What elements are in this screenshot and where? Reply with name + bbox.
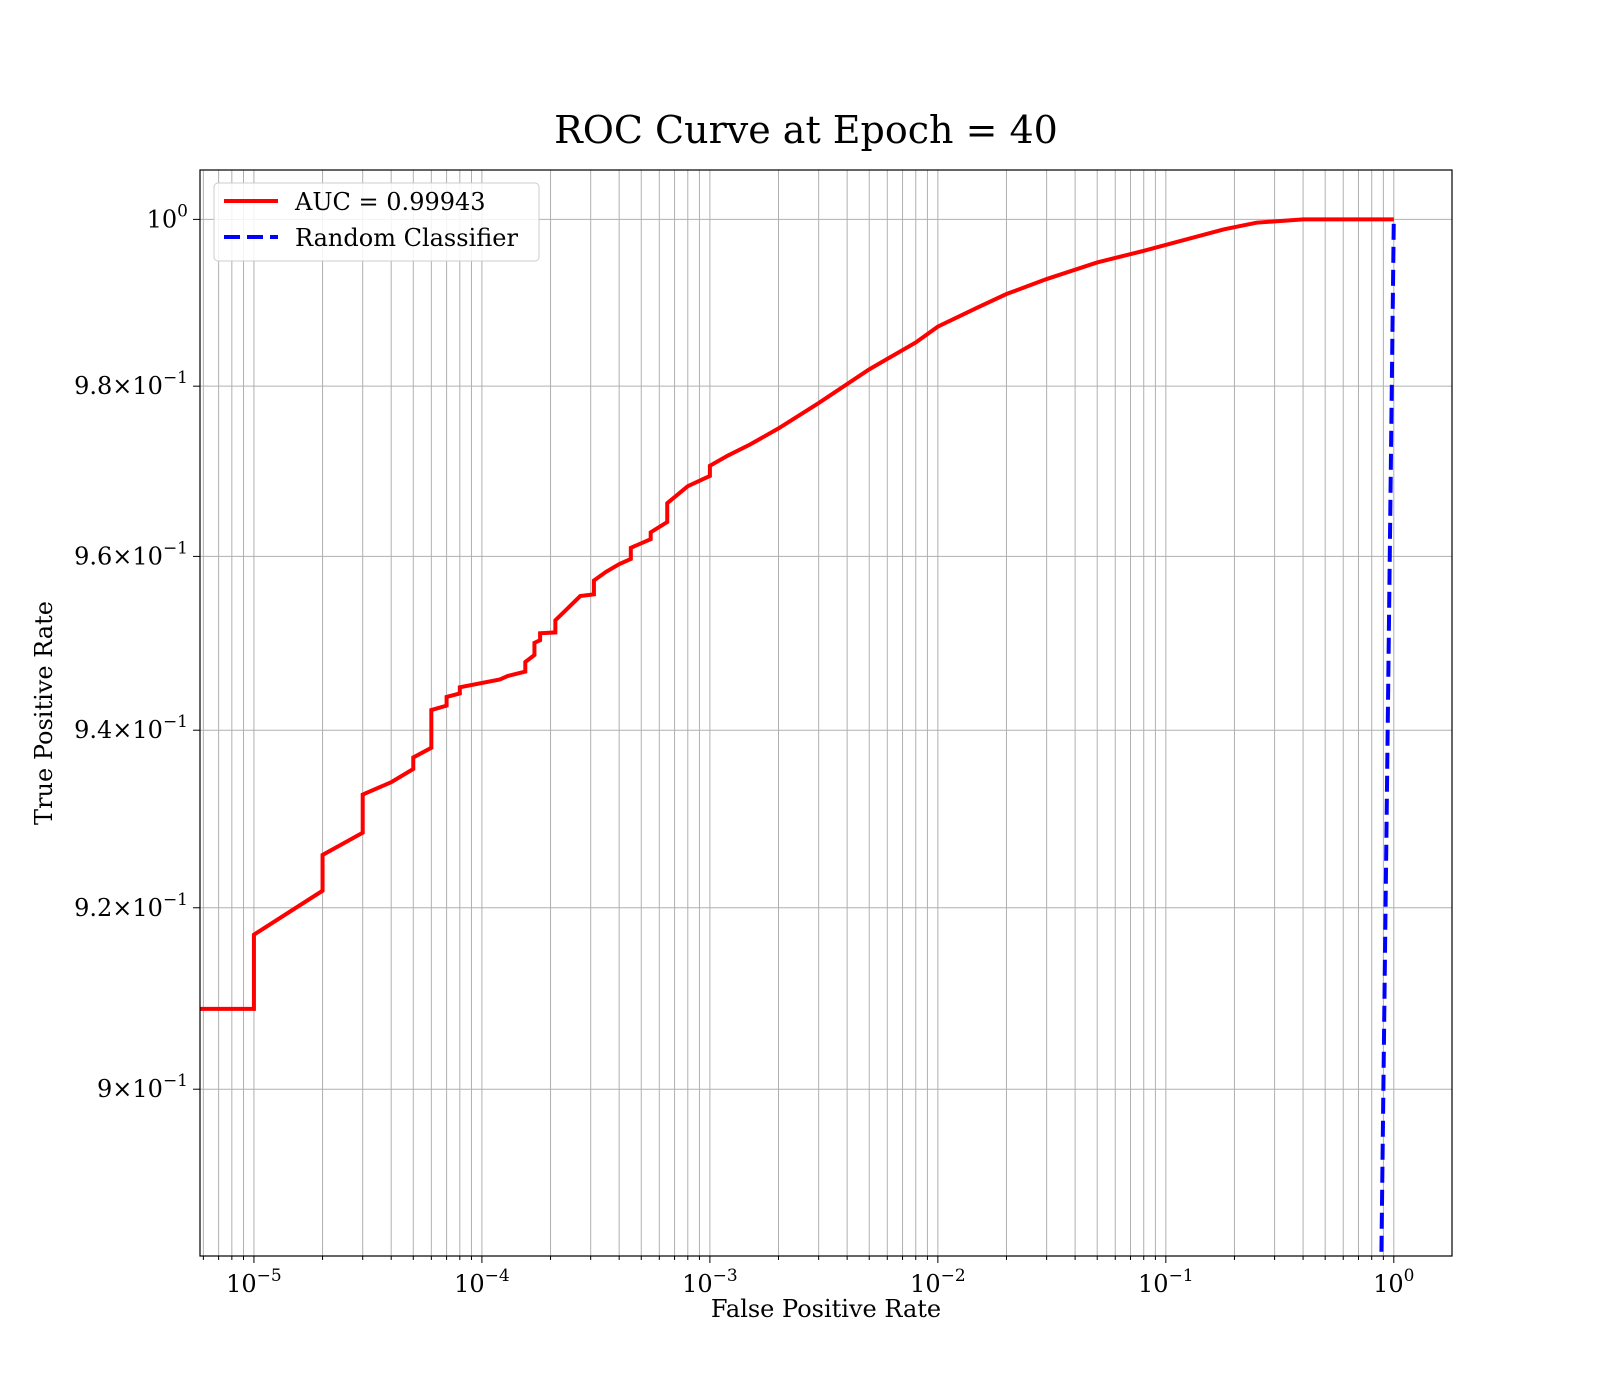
x-tick-label: 10−4 bbox=[454, 1266, 510, 1298]
legend-box bbox=[213, 182, 540, 262]
grid bbox=[200, 170, 1452, 1256]
plot-frame bbox=[199, 169, 1453, 1257]
x-tick-label: 10−1 bbox=[1138, 1266, 1194, 1298]
legend-label-roc: AUC = 0.99943 bbox=[294, 188, 486, 216]
y-tick-label: 9.4×10−1 bbox=[74, 712, 188, 744]
y-tick-label: 9.8×10−1 bbox=[74, 368, 188, 400]
y-tick-label: 9.6×10−1 bbox=[74, 538, 188, 570]
legend-label-random: Random Classifier bbox=[295, 224, 518, 252]
y-tick-label: 100 bbox=[147, 201, 188, 233]
x-tick-label: 100 bbox=[1373, 1266, 1414, 1298]
random-classifier-line bbox=[1379, 219, 1396, 1256]
y-axis-label: True Positive Rate bbox=[30, 601, 58, 825]
y-tick-label: 9×10−1 bbox=[97, 1071, 188, 1103]
legend: AUC = 0.99943 Random Classifier bbox=[213, 182, 540, 262]
chart-title: ROC Curve at Epoch = 40 bbox=[554, 108, 1058, 152]
axis-ticks: 9×10−1 9.2×10−1 9.4×10−1 9.6×10−1 9.8×10−1 10… bbox=[74, 201, 1414, 1298]
y-tick-label: 9.2×10−1 bbox=[74, 890, 188, 922]
plot-area bbox=[200, 217, 1396, 1256]
x-tick-label: 10−5 bbox=[226, 1266, 282, 1298]
roc-curve-line bbox=[200, 217, 1394, 1011]
x-axis-label: False Positive Rate bbox=[711, 1295, 941, 1323]
x-tick-label: 10−2 bbox=[910, 1266, 966, 1298]
x-tick-label: 10−3 bbox=[682, 1266, 738, 1298]
